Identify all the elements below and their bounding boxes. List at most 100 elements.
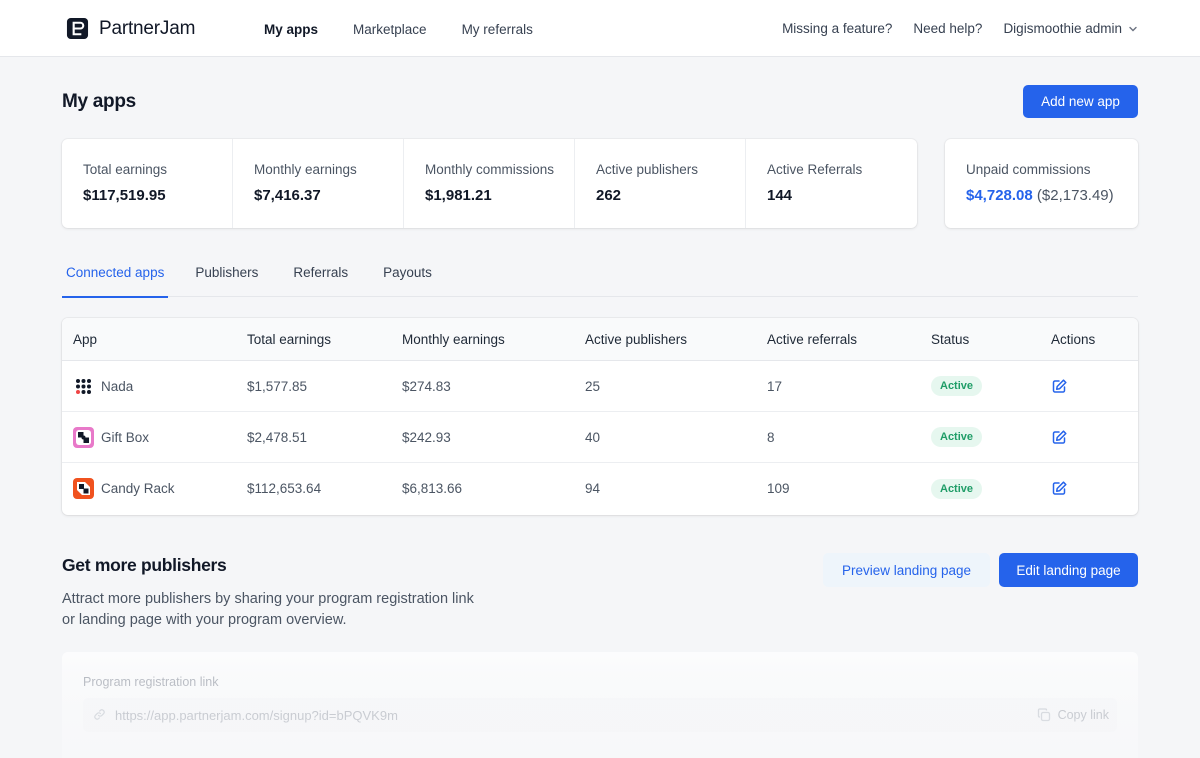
column-header-total-earnings: Total earnings <box>247 331 332 347</box>
tab-payouts[interactable]: Payouts <box>383 265 432 280</box>
total-earnings-cell: $112,653.64 <box>247 481 322 496</box>
candy-rack-icon <box>73 478 94 499</box>
stat-monthly-commissions: Monthly commissions $1,981.21 <box>404 139 575 228</box>
stat-value: 144 <box>767 187 793 204</box>
preview-landing-page-button[interactable]: Preview landing page <box>823 553 990 587</box>
top-navigation-bar: PartnerJam My apps Marketplace My referr… <box>0 0 1200 57</box>
tabs: Connected apps Publishers Referrals Payo… <box>62 255 1138 298</box>
tab-publishers[interactable]: Publishers <box>195 265 259 280</box>
edit-landing-page-button[interactable]: Edit landing page <box>999 553 1138 587</box>
active-referrals-cell: 109 <box>767 481 790 496</box>
table-row: Gift Box $2,478.51 $242.93 40 8 Active <box>62 412 1138 463</box>
main-nav: My apps Marketplace My referrals <box>264 22 533 37</box>
status-cell: Active <box>931 412 983 462</box>
registration-link-card: Program registration link https://app.pa… <box>62 652 1138 758</box>
monthly-earnings-cell: $274.83 <box>402 378 451 394</box>
actions-cell <box>1051 412 1068 462</box>
stat-label: Total earnings <box>83 162 168 177</box>
connected-apps-table: App Total earnings Monthly earnings Acti… <box>62 318 1138 515</box>
page-title: My apps <box>62 91 136 112</box>
link-icon <box>94 709 105 720</box>
actions-cell <box>1051 463 1068 514</box>
active-publishers-cell: 25 <box>585 378 601 394</box>
monthly-earnings-cell: $6,813.66 <box>402 481 463 496</box>
column-header-monthly-earnings: Monthly earnings <box>402 331 505 347</box>
section-description: Attract more publishers by sharing your … <box>62 589 512 631</box>
registration-link-field[interactable]: https://app.partnerjam.com/signup?id=bPQ… <box>83 698 1117 732</box>
total-earnings-cell: $1,577.85 <box>247 378 308 394</box>
app-cell: Candy Rack <box>73 463 175 514</box>
edit-icon[interactable] <box>1051 429 1068 446</box>
tab-referrals[interactable]: Referrals <box>293 265 349 280</box>
active-referrals-cell: 8 <box>767 429 775 445</box>
need-help-link[interactable]: Need help? <box>913 21 983 36</box>
add-new-app-button[interactable]: Add new app <box>1023 85 1138 118</box>
description-line: or landing page with your program overvi… <box>62 612 347 628</box>
status-badge: Active <box>931 478 983 499</box>
unpaid-amount: $4,728.08 <box>966 187 1033 204</box>
tab-connected-apps[interactable]: Connected apps <box>62 255 169 298</box>
edit-icon[interactable] <box>1051 378 1068 395</box>
status-badge: Active <box>931 376 983 396</box>
account-menu[interactable]: Digismoothie admin <box>1003 21 1138 36</box>
column-header-active-referrals: Active referrals <box>767 331 858 347</box>
table-header: App Total earnings Monthly earnings Acti… <box>62 318 1138 361</box>
table-row: Nada $1,577.85 $274.83 25 17 Active <box>62 361 1138 412</box>
stat-monthly-earnings: Monthly earnings $7,416.37 <box>233 139 404 228</box>
column-header-active-publishers: Active publishers <box>585 331 688 347</box>
stat-active-referrals: Active Referrals 144 <box>746 139 917 228</box>
column-header-actions: Actions <box>1051 331 1096 347</box>
registration-url: https://app.partnerjam.com/signup?id=bPQ… <box>115 708 398 723</box>
app-name: Gift Box <box>101 429 150 445</box>
partnerjam-logo-icon <box>66 17 89 40</box>
utility-nav: Missing a feature? Need help? Digismooth… <box>782 21 1138 36</box>
app-cell: Gift Box <box>73 412 149 462</box>
column-header-status: Status <box>931 331 970 347</box>
brand-logo[interactable]: PartnerJam <box>66 17 195 40</box>
copy-link-label: Copy link <box>1057 708 1109 722</box>
stat-value: $1,981.21 <box>425 187 492 204</box>
gift-box-icon <box>73 426 94 448</box>
edit-icon[interactable] <box>1051 480 1068 497</box>
status-badge: Active <box>931 427 983 447</box>
stat-label: Monthly commissions <box>425 162 555 177</box>
stat-label: Active Referrals <box>767 162 863 177</box>
stat-label: Monthly earnings <box>254 162 357 177</box>
table-row: Candy Rack $112,653.64 $6,813.66 94 109 … <box>62 463 1138 514</box>
stat-active-publishers: Active publishers 262 <box>575 139 746 228</box>
section-title: Get more publishers <box>62 555 227 575</box>
unpaid-value-row: $4,728.08 ($2,173.49) <box>966 187 1138 204</box>
stat-label: Active publishers <box>596 162 699 177</box>
active-publishers-cell: 94 <box>585 481 601 496</box>
unpaid-commissions-card: Unpaid commissions $4,728.08 ($2,173.49) <box>945 139 1138 228</box>
stats-card: Total earnings $117,519.95 Monthly earni… <box>62 139 917 228</box>
registration-link-label: Program registration link <box>83 675 219 689</box>
total-earnings-cell: $2,478.51 <box>247 429 308 445</box>
account-name: Digismoothie admin <box>1003 21 1122 36</box>
stat-total-earnings: Total earnings $117,519.95 <box>62 139 233 228</box>
chevron-down-icon <box>1129 26 1137 31</box>
status-cell: Active <box>931 361 983 411</box>
copy-link-button[interactable]: Copy link <box>1037 708 1109 722</box>
app-name: Nada <box>101 378 134 394</box>
stat-value: $7,416.37 <box>254 187 321 204</box>
stat-value: $117,519.95 <box>83 187 166 204</box>
nav-my-referrals[interactable]: My referrals <box>461 22 533 37</box>
app-cell: Nada <box>73 361 133 411</box>
copy-icon <box>1037 708 1050 722</box>
missing-feature-link[interactable]: Missing a feature? <box>782 21 893 36</box>
app-name: Candy Rack <box>101 481 175 496</box>
stat-value: 262 <box>596 187 622 204</box>
nada-grid-icon <box>73 375 94 397</box>
nav-marketplace[interactable]: Marketplace <box>353 22 427 37</box>
nav-my-apps[interactable]: My apps <box>264 22 319 37</box>
status-cell: Active <box>931 463 983 514</box>
description-line: Attract more publishers by sharing your … <box>62 591 474 607</box>
monthly-earnings-cell: $242.93 <box>402 429 451 445</box>
actions-cell <box>1051 361 1068 411</box>
active-publishers-cell: 40 <box>585 429 601 445</box>
unpaid-secondary-amount: ($2,173.49) <box>1036 187 1114 204</box>
brand-name: PartnerJam <box>99 17 196 39</box>
unpaid-label: Unpaid commissions <box>966 162 1091 177</box>
column-header-app: App <box>73 331 98 347</box>
